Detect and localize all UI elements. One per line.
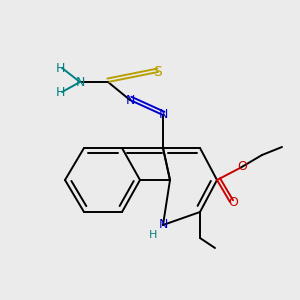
Text: H: H [149,230,157,240]
Text: N: N [75,76,85,88]
Text: H: H [55,85,65,98]
Text: N: N [158,218,168,232]
Text: O: O [228,196,238,208]
Text: N: N [158,109,168,122]
Text: S: S [154,65,162,79]
Text: N: N [125,94,135,106]
Text: H: H [55,61,65,74]
Text: O: O [237,160,247,172]
